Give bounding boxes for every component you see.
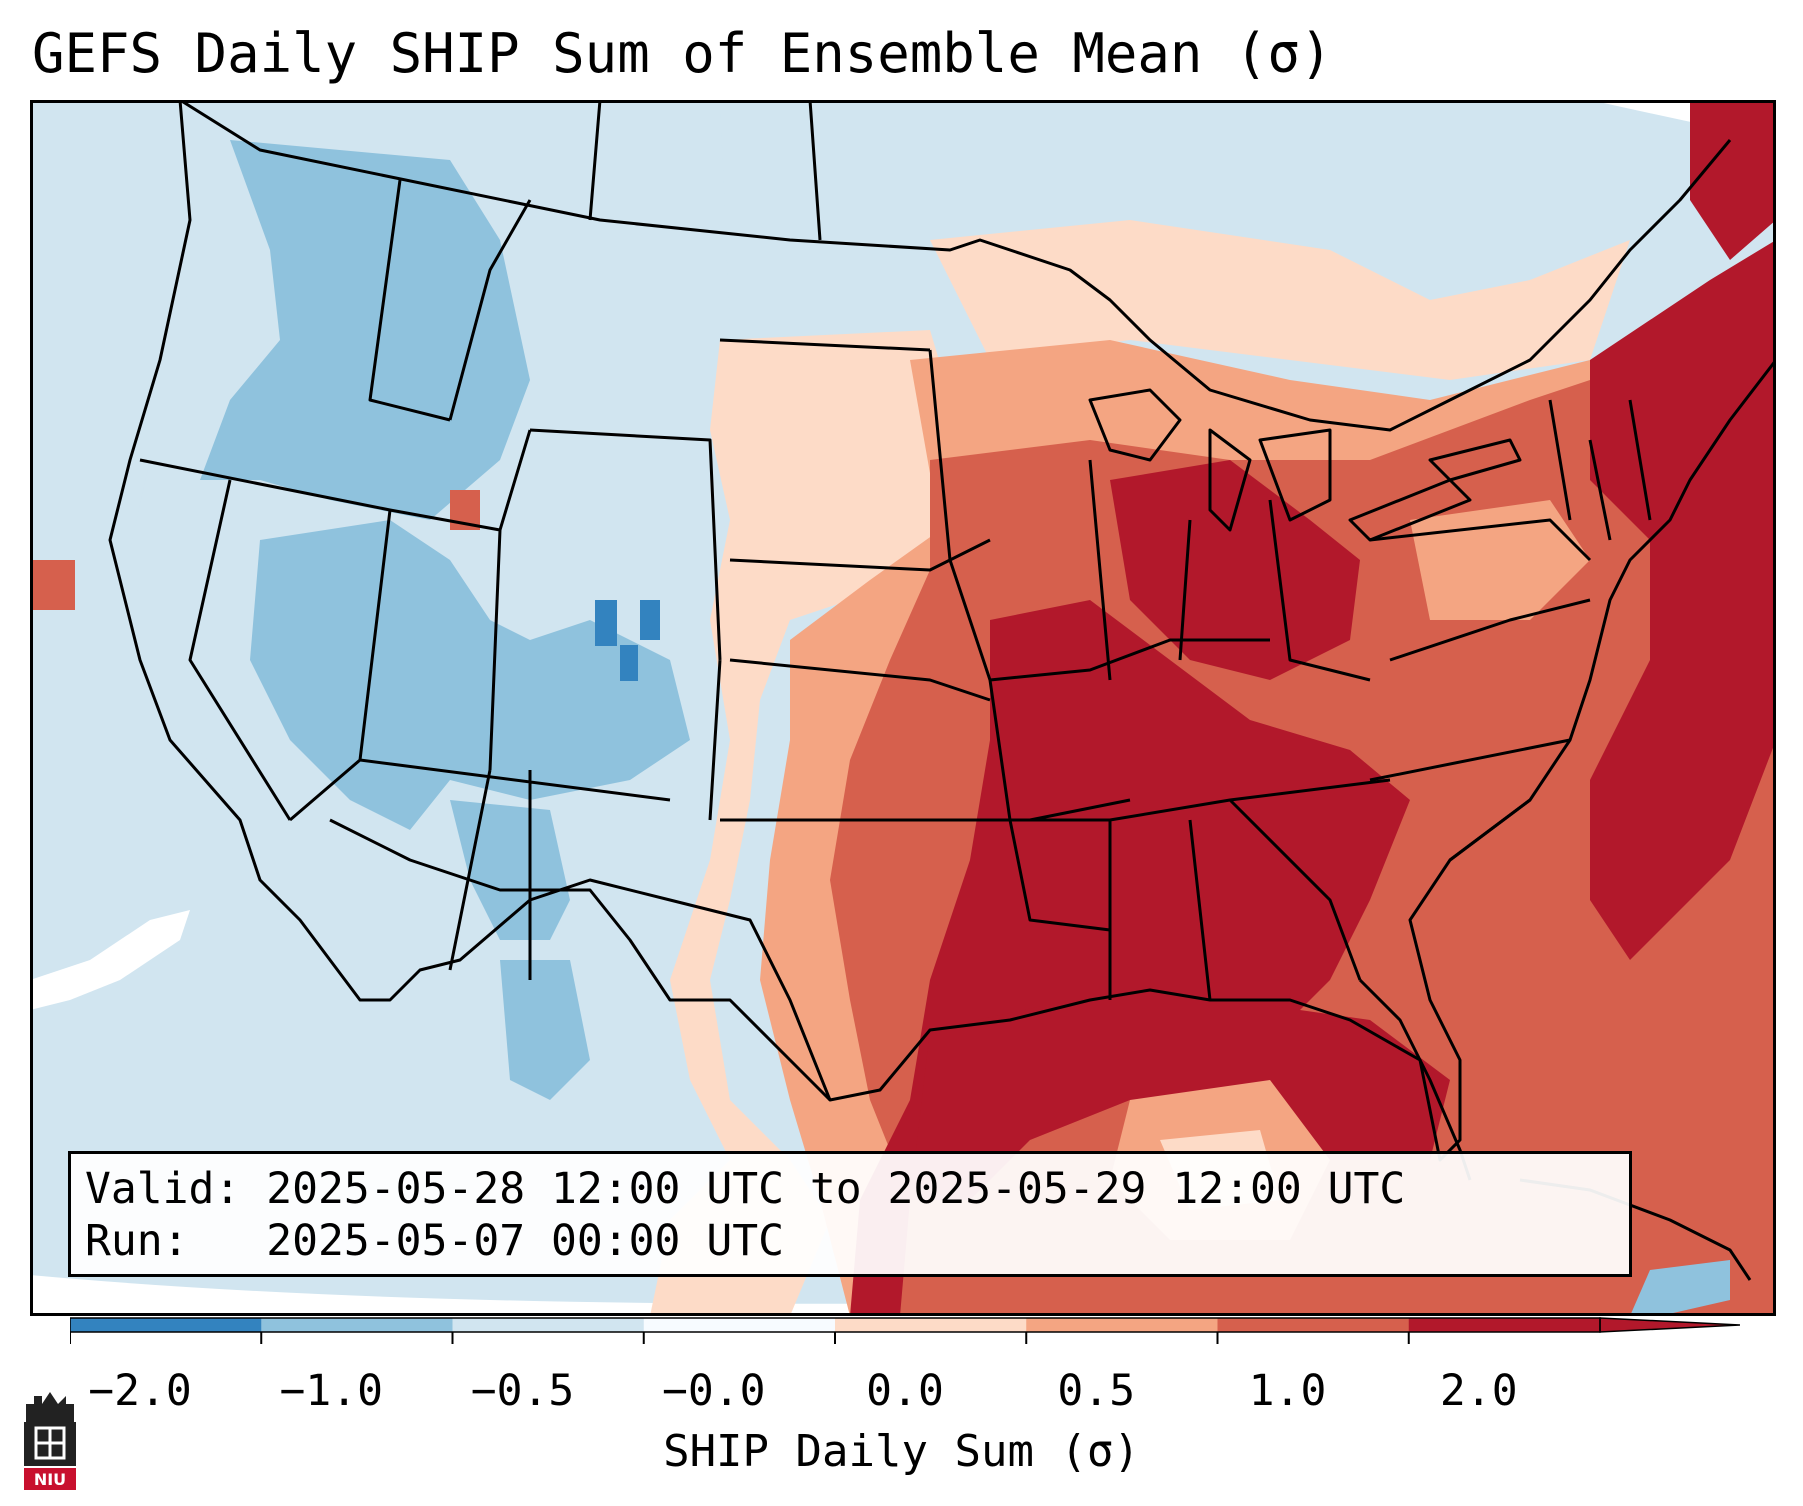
colorbar-segment [70, 1318, 262, 1332]
valid-line: Valid: 2025-05-28 12:00 UTC to 2025-05-2… [85, 1164, 1405, 1214]
colorbar-segment [1217, 1318, 1410, 1332]
canada-border [179, 100, 1732, 432]
colorbar-segment [643, 1318, 836, 1332]
canada-light-orange [930, 220, 1630, 380]
colorbar-label: SHIP Daily Sum (σ) [663, 1426, 1140, 1477]
run-value: 2025-05-07 00:00 UTC [266, 1216, 784, 1266]
state-lines-central [719, 100, 1391, 1001]
run-line: Run: 2025-05-07 00:00 UTC [85, 1216, 784, 1266]
colorbar-tick-label: −0.5 [470, 1366, 575, 1416]
colorbar-tick-label: 0.5 [1057, 1366, 1136, 1416]
boundaries [108, 100, 1776, 1281]
state-lines-east [1369, 399, 1652, 862]
colorbar-tick-label: 1.0 [1248, 1366, 1327, 1416]
ship-map [30, 100, 1776, 1316]
colorbar-segment [452, 1318, 645, 1332]
blue-patch-northwest [200, 140, 530, 520]
dark-blue-cell-1 [595, 600, 617, 646]
mexico-border [329, 818, 832, 1102]
colorbar-segment [261, 1318, 453, 1332]
logo-window-grid [36, 1428, 64, 1458]
logo-text: NIU [34, 1470, 66, 1489]
colorbar-segment [1026, 1318, 1218, 1332]
colorbar-tick-label: 0.0 [866, 1366, 944, 1416]
colorbar-tick-label: −2.0 [88, 1366, 192, 1416]
colorbar [70, 1317, 1740, 1344]
run-label: Run: [85, 1216, 189, 1266]
deep-red-mississippi-valley [850, 600, 1410, 1316]
dark-blue-cell-3 [620, 645, 638, 681]
state-lines-west [139, 100, 722, 980]
caribbean-blue [1630, 1260, 1730, 1316]
great-lakes [1088, 388, 1522, 542]
pacific-red-spot [30, 560, 75, 610]
blue-patch-mexico [500, 960, 590, 1100]
logo-banner [24, 1468, 76, 1490]
map-title: GEFS Daily SHIP Sum of Ensemble Mean (σ) [32, 22, 1333, 85]
colorbar-tick-label: 2.0 [1439, 1366, 1518, 1416]
us-outline [108, 100, 1776, 1162]
red-spot-utah [450, 490, 480, 530]
map-frame [30, 100, 1776, 1316]
deep-red-northeast [1690, 100, 1776, 260]
dark-blue-cell-2 [640, 600, 660, 640]
blue-patch-arizona [450, 800, 570, 940]
valid-value: 2025-05-28 12:00 UTC to 2025-05-29 12:00… [266, 1164, 1406, 1214]
colorbar-extend-high [1599, 1317, 1740, 1333]
colorbar-tick-label: −1.0 [279, 1366, 384, 1416]
valid-label: Valid: [85, 1164, 241, 1214]
colorbar-segment [1408, 1318, 1601, 1332]
info-box: Valid: 2025-05-28 12:00 UTC to 2025-05-2… [68, 1151, 1632, 1277]
colorbar-segment [835, 1318, 1027, 1332]
pacific-white-streak [30, 910, 190, 1010]
colorbar-tick-label: −0.0 [661, 1366, 766, 1416]
colorbar-segments [70, 1317, 1740, 1344]
niu-logo: NIU [24, 1392, 76, 1490]
